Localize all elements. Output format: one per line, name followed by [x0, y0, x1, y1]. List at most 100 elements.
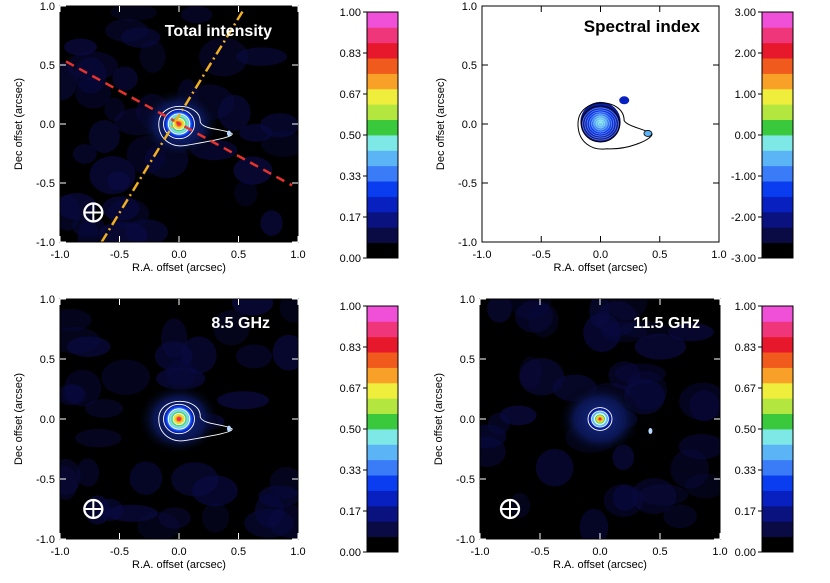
colorbar-swatch: [762, 336, 793, 353]
y-tick-label: 0.5: [40, 60, 55, 72]
colorbar-swatch: [762, 58, 793, 74]
index-contour: [582, 107, 619, 141]
colorbar-swatch: [367, 367, 398, 384]
noise-blob: [596, 300, 638, 337]
colorbar-tick-label: 0.67: [735, 383, 756, 395]
colorbar-tick-label: 0.17: [735, 506, 756, 518]
y-axis-label: Dec offset (arcsec): [435, 78, 447, 170]
index-contour: [589, 113, 612, 135]
noise-blob: [102, 196, 140, 221]
noise-blob: [107, 171, 130, 191]
colorbar: 0.00 0.17 0.33 0.50 0.67 0.83 1.00: [340, 301, 399, 559]
colorbar-tick-label: 1.00: [735, 301, 756, 313]
noise-blob: [499, 405, 537, 426]
secondary-component: [643, 130, 653, 137]
x-axis-label: R.A. offset (arcsec): [553, 559, 647, 571]
colorbar-tick-label: 1.00: [735, 89, 756, 101]
colorbar-swatch: [367, 181, 398, 197]
colorbar-swatch: [367, 119, 398, 136]
colorbar-swatch: [762, 321, 793, 338]
y-axis-label: Dec offset (arcsec): [13, 78, 25, 170]
colorbar-tick-label: 3.00: [735, 7, 756, 19]
noise-blob: [156, 367, 206, 390]
y-tick-label: 0.0: [40, 414, 55, 426]
noise-blob: [579, 508, 609, 539]
beam-marker: [499, 498, 521, 520]
index-contour: [598, 121, 603, 127]
colorbar-swatch: [367, 459, 398, 476]
noise-blob: [76, 458, 100, 487]
noise-blob: [72, 144, 97, 164]
y-tick-label: 1.0: [462, 1, 477, 13]
colorbar-swatch: [762, 88, 793, 105]
noise-blob: [181, 336, 217, 374]
colorbar-swatch: [762, 352, 793, 368]
noise-blob: [60, 308, 92, 332]
plot-area: [577, 96, 653, 150]
x-tick-label: 0.5: [652, 249, 667, 261]
colorbar-swatch: [367, 227, 398, 244]
colorbar-tick-label: 2.00: [735, 48, 756, 60]
noise-blob: [606, 299, 648, 320]
noise-blob: [519, 358, 565, 396]
noise-blob: [528, 303, 559, 337]
noise-blob: [279, 299, 298, 323]
colorbar-swatch: [762, 165, 793, 182]
colorbar-swatch: [762, 242, 793, 259]
x-tick-label: -1.0: [471, 546, 490, 558]
colorbar-swatch: [367, 58, 398, 74]
x-axis-label: R.A. offset (arcsec): [132, 559, 226, 571]
contour: [172, 412, 186, 426]
y-tick-label: -1.0: [458, 237, 477, 249]
colorbar-swatch: [762, 119, 793, 136]
colorbar-swatch: [762, 27, 793, 44]
x-tick-label: 0.0: [593, 249, 608, 261]
colorbar-tick-label: 0.67: [340, 383, 361, 395]
y-tick-label: 0.0: [460, 414, 475, 426]
noise-blob: [234, 179, 258, 207]
noise-blob: [64, 38, 97, 56]
noise-blob: [589, 299, 610, 329]
colorbar-swatch: [367, 165, 398, 182]
colorbar-tick-label: 0.17: [340, 506, 361, 518]
y-tick-label: 0.0: [462, 119, 477, 131]
colorbar-swatch: [367, 211, 398, 228]
noise-blob: [259, 113, 298, 138]
noise-blob: [60, 192, 97, 220]
beam-marker: [83, 498, 104, 520]
colorbar-tick-label: 0.67: [340, 89, 361, 101]
colorbar-swatch: [367, 321, 398, 338]
x-tick-label: -0.5: [110, 546, 129, 558]
x-tick-label: 1.0: [711, 249, 726, 261]
colorbar-swatch: [762, 104, 793, 121]
panel-title: Total intensity: [165, 23, 272, 40]
noise-blob: [480, 424, 507, 449]
panel-title: Spectral index: [584, 17, 701, 36]
colorbar-tick-label: 0.00: [340, 253, 361, 265]
beam-marker: [83, 202, 104, 223]
noise-blob: [60, 62, 78, 101]
colorbar-swatch: [367, 104, 398, 121]
contour: [163, 403, 195, 435]
colorbar-swatch: [367, 429, 398, 445]
x-tick-label: -0.5: [532, 249, 551, 261]
chart-panel-4: -1.0 -0.5 0.0 0.5 1.0 -1.0 -0.5 0.0 0.5 1.0 R.A. o…: [433, 294, 794, 571]
noise-blob: [631, 478, 677, 514]
noise-blob: [191, 475, 238, 507]
index-feature: [619, 96, 630, 105]
noise-blob: [612, 484, 638, 511]
noise-blob: [233, 156, 273, 185]
colorbar-tick-label: 0.00: [735, 547, 756, 559]
colorbar-swatch: [367, 398, 398, 415]
colorbar-swatch: [762, 73, 793, 90]
y-tick-label: 0.5: [460, 354, 475, 366]
x-tick-label: 0.5: [231, 546, 246, 558]
x-tick-label: 1.0: [712, 546, 727, 558]
x-axis-label: R.A. offset (arcsec): [554, 262, 648, 274]
noise-blob: [663, 504, 697, 529]
colorbar-swatch: [367, 505, 398, 522]
noise-blob: [104, 97, 125, 122]
x-tick-label: 0.5: [231, 249, 246, 261]
colorbar-tick-label: 0.33: [735, 465, 756, 477]
